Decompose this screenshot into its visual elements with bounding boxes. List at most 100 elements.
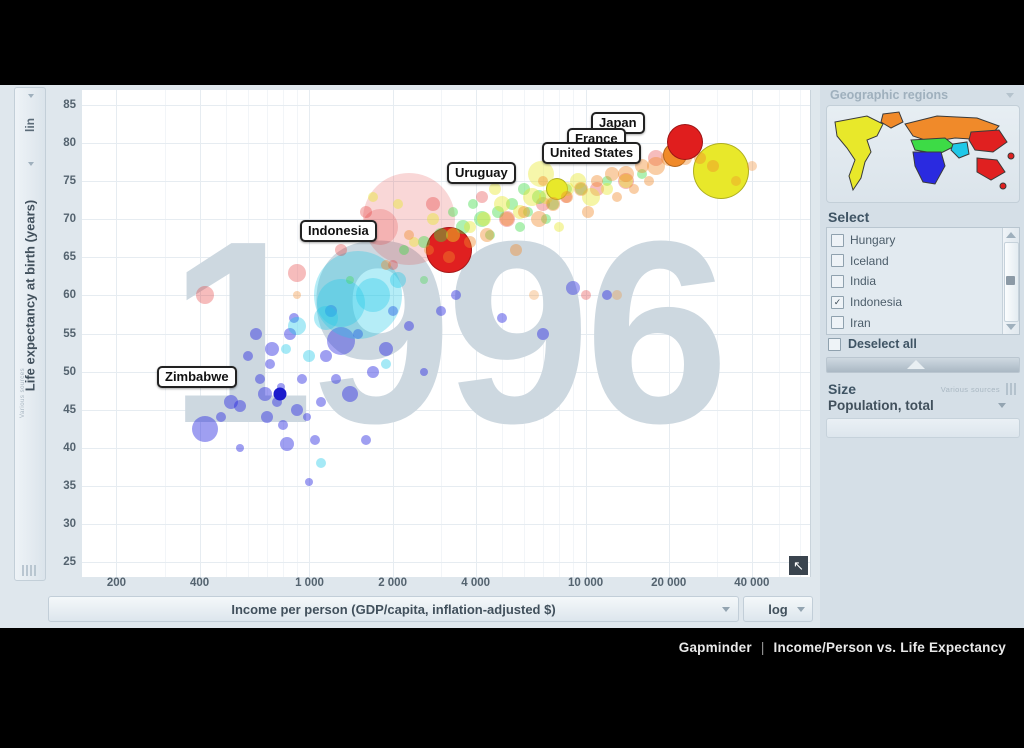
bubble[interactable]	[271, 396, 282, 407]
bubble[interactable]	[425, 226, 472, 273]
country-list-scrollbar[interactable]	[1002, 228, 1019, 334]
y-scale-button[interactable]: lin	[15, 102, 45, 148]
bubble[interactable]	[489, 182, 502, 195]
bubble[interactable]	[314, 251, 403, 340]
geographic-regions-header[interactable]: Geographic regions	[826, 87, 1018, 103]
bubble[interactable]	[528, 160, 555, 187]
country-label-uruguay[interactable]: Uruguay	[447, 162, 516, 184]
bubble[interactable]	[612, 290, 623, 301]
bubble[interactable]	[289, 313, 300, 324]
bubble[interactable]	[277, 419, 288, 430]
bubble[interactable]	[707, 160, 720, 173]
bubble[interactable]	[560, 181, 575, 196]
bubble[interactable]	[456, 219, 471, 234]
country-list-item[interactable]: Iran	[831, 312, 1002, 333]
bubble[interactable]	[570, 173, 587, 190]
bubble[interactable]	[513, 204, 528, 219]
bubble[interactable]	[602, 290, 613, 301]
scroll-down-icon[interactable]	[1006, 324, 1016, 330]
bubble[interactable]	[341, 386, 358, 403]
country-checkbox[interactable]: ✓	[831, 295, 844, 309]
bubble[interactable]	[381, 260, 392, 271]
bubble[interactable]	[629, 183, 640, 194]
bubble[interactable]	[425, 197, 440, 212]
bubble[interactable]	[648, 150, 665, 167]
bubble[interactable]	[491, 205, 504, 218]
bubble[interactable]	[693, 142, 750, 199]
bubble[interactable]	[582, 187, 601, 206]
country-list-item[interactable]: Iraq	[831, 333, 1002, 334]
bubble[interactable]	[484, 229, 495, 240]
bubble[interactable]	[326, 327, 355, 356]
bubble[interactable]	[216, 412, 227, 423]
bubble[interactable]	[617, 165, 634, 182]
bubble[interactable]	[541, 214, 552, 225]
bubble[interactable]	[192, 415, 219, 442]
bubble[interactable]	[573, 181, 588, 196]
bubble[interactable]	[602, 176, 613, 187]
bubble[interactable]	[523, 187, 542, 206]
collapse-up-icon[interactable]	[907, 360, 925, 369]
bubble[interactable]	[283, 327, 296, 340]
bubble[interactable]	[537, 176, 548, 187]
bubble[interactable]	[260, 411, 273, 424]
panel-resize-slider[interactable]	[826, 357, 1020, 373]
bubble[interactable]	[467, 199, 478, 210]
bubble[interactable]	[518, 182, 531, 195]
y-axis-scale-selector[interactable]: lin Life expectancy at birth (years) Var…	[14, 87, 46, 581]
bubble[interactable]	[387, 260, 398, 271]
world-map-legend[interactable]	[826, 105, 1020, 203]
bubble[interactable]	[331, 374, 342, 385]
bubble[interactable]	[500, 212, 515, 227]
country-list-item[interactable]: ✓ Indonesia	[831, 292, 1002, 313]
bubble[interactable]	[399, 244, 409, 255]
country-checkbox[interactable]	[831, 233, 844, 247]
bubble[interactable]	[404, 320, 415, 331]
x-axis-indicator-select[interactable]: Income per person (GDP/capita, inflation…	[48, 596, 739, 622]
bubble[interactable]	[280, 343, 291, 354]
bubble[interactable]	[367, 365, 380, 378]
country-select-list[interactable]: HungaryIcelandIndia✓IndonesiaIranIraqIre…	[826, 227, 1020, 335]
grip-icon[interactable]	[22, 565, 36, 576]
bubble[interactable]	[518, 205, 531, 218]
country-list-item[interactable]: Hungary	[831, 230, 1002, 251]
bubble[interactable]	[636, 168, 647, 179]
bubble[interactable]	[546, 177, 569, 200]
bubble[interactable]	[536, 327, 549, 340]
bubble[interactable]	[280, 436, 295, 451]
bubble[interactable]	[196, 286, 215, 305]
bubble[interactable]	[553, 221, 564, 232]
country-checkbox[interactable]	[831, 274, 844, 288]
bubble[interactable]	[409, 237, 420, 248]
bubble[interactable]	[561, 190, 574, 203]
bubble[interactable]	[565, 280, 580, 295]
bubble[interactable]	[334, 243, 347, 256]
bubble[interactable]	[418, 236, 431, 249]
bubble[interactable]	[320, 350, 333, 363]
bubble[interactable]	[494, 196, 511, 213]
bubble[interactable]	[617, 173, 634, 190]
bubble[interactable]	[523, 206, 534, 217]
bubble[interactable]	[545, 197, 560, 212]
country-list-item[interactable]: India	[831, 271, 1002, 292]
bubble[interactable]	[265, 358, 276, 369]
bubble[interactable]	[297, 374, 308, 385]
bubble[interactable]	[463, 236, 476, 249]
bubble[interactable]	[434, 227, 449, 242]
bubble[interactable]	[528, 290, 539, 301]
bubble[interactable]	[303, 413, 312, 422]
bubble[interactable]	[314, 306, 339, 331]
bubble[interactable]	[515, 221, 526, 232]
bubble[interactable]	[264, 341, 279, 356]
bubble[interactable]	[254, 374, 265, 385]
deselect-all-checkbox[interactable]	[828, 337, 841, 351]
bubble[interactable]	[387, 305, 398, 316]
bubble[interactable]	[381, 358, 392, 369]
bubble[interactable]	[356, 278, 391, 313]
country-label-indonesia[interactable]: Indonesia	[300, 220, 377, 242]
bubble[interactable]	[420, 276, 429, 285]
bubble[interactable]	[353, 328, 364, 339]
bubble[interactable]	[618, 174, 633, 189]
bubble-zimbabwe[interactable]	[273, 387, 287, 401]
bubble[interactable]	[243, 351, 254, 362]
